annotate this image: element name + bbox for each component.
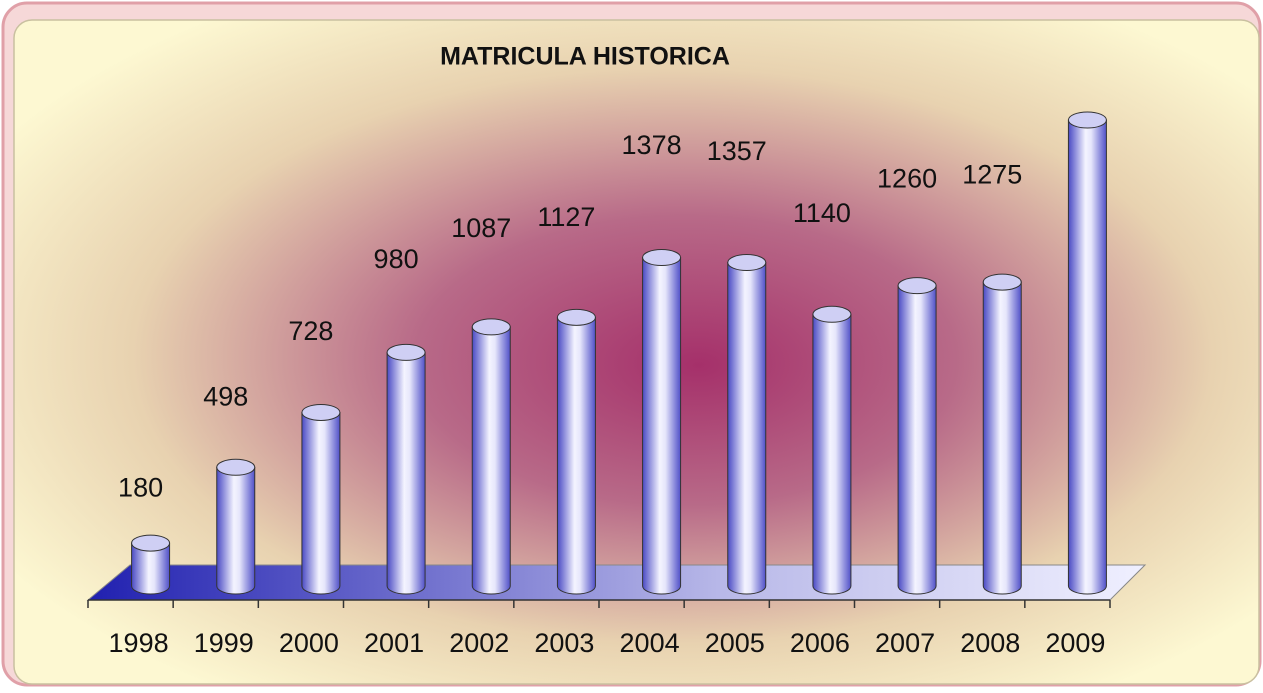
bar-top — [897, 277, 937, 295]
x-tick-label: 2009 — [1045, 628, 1105, 658]
data-label: 180 — [118, 473, 163, 503]
bar-top — [301, 403, 341, 421]
data-label: 1260 — [877, 164, 937, 194]
bar-top — [471, 318, 511, 336]
data-label: 1378 — [622, 130, 682, 160]
x-tick-label: 2005 — [705, 628, 765, 658]
bar — [216, 466, 256, 595]
x-tick-label: 2006 — [790, 628, 850, 658]
x-tick-label: 2003 — [534, 628, 594, 658]
x-tick-label: 2008 — [960, 628, 1020, 658]
data-label: 1357 — [707, 136, 767, 166]
bar-top — [727, 254, 767, 272]
bar — [897, 285, 937, 595]
bar — [471, 326, 511, 595]
bar-top — [556, 308, 596, 326]
x-tick-label: 1999 — [194, 628, 254, 658]
bar — [131, 542, 171, 595]
bar-top — [131, 534, 171, 552]
data-label: 728 — [288, 316, 333, 346]
data-label: 498 — [203, 382, 248, 412]
bar — [301, 411, 341, 595]
bar — [982, 281, 1022, 595]
data-label: 1140 — [793, 198, 851, 228]
chart-title: MATRICULA HISTORICA — [440, 43, 730, 71]
bar — [727, 262, 767, 595]
x-tick-label: 1998 — [109, 628, 169, 658]
data-label: 1127 — [537, 202, 595, 232]
bar — [556, 316, 596, 595]
bar — [386, 351, 426, 595]
x-tick-label: 2000 — [279, 628, 339, 658]
bar-top — [642, 249, 682, 267]
bar-top — [982, 273, 1022, 291]
data-label: 1087 — [451, 213, 511, 243]
bar — [1067, 119, 1107, 595]
x-tick-label: 2007 — [875, 628, 935, 658]
bar-top — [812, 305, 852, 323]
x-tick-label: 2001 — [364, 628, 424, 658]
data-label: 1275 — [962, 159, 1022, 189]
bar — [642, 257, 682, 595]
bar — [812, 313, 852, 595]
bar-top — [1067, 111, 1107, 129]
x-tick-label: 2002 — [449, 628, 509, 658]
bar-top — [216, 458, 256, 476]
x-tick-label: 2004 — [620, 628, 680, 658]
bar-top — [386, 343, 426, 361]
data-label: 980 — [374, 244, 419, 274]
